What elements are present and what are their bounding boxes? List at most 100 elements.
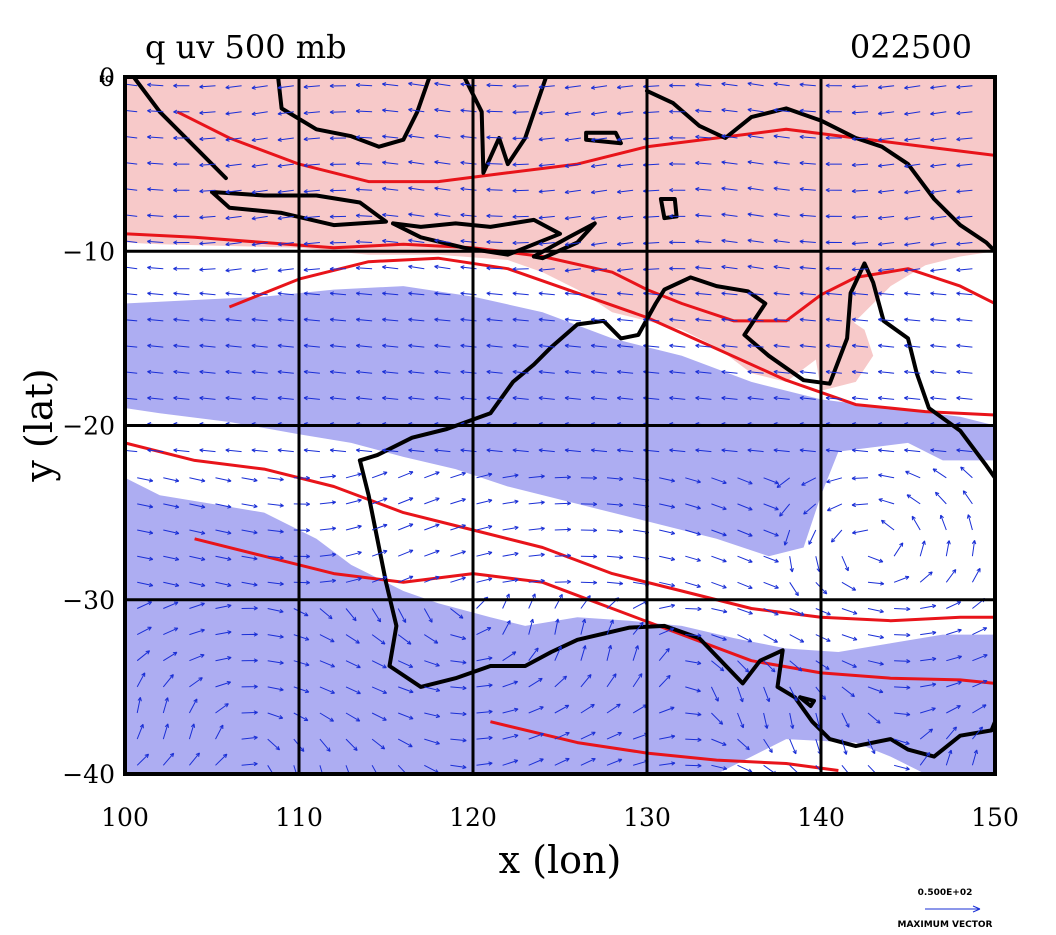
wind-vector xyxy=(251,448,268,453)
wind-vector xyxy=(199,84,216,89)
wind-vector xyxy=(476,472,493,479)
wind-vector xyxy=(424,686,441,692)
wind-vector xyxy=(173,343,190,349)
wind-vector xyxy=(685,503,701,510)
wind-vector xyxy=(355,343,373,349)
wind-vector xyxy=(147,343,164,349)
wind-vector xyxy=(580,645,587,661)
wind-vector xyxy=(382,369,399,375)
wind-vector xyxy=(789,738,797,755)
wind-vector xyxy=(434,160,451,165)
wind-vector xyxy=(695,343,712,349)
wind-vector xyxy=(199,317,216,322)
wind-vector xyxy=(606,619,614,635)
wind-vector xyxy=(773,448,790,453)
wind-vector xyxy=(773,369,790,375)
wind-vector xyxy=(877,267,895,273)
wind-vector xyxy=(147,213,164,218)
wind-vector xyxy=(215,724,224,740)
wind-vector xyxy=(946,601,962,609)
wind-vector xyxy=(695,265,712,270)
wind-vector xyxy=(590,395,608,401)
x-tick-label: 130 xyxy=(623,803,671,832)
wind-vector xyxy=(450,738,467,743)
x-axis-label: x (lon) xyxy=(499,838,622,882)
wind-vector xyxy=(382,291,399,296)
wind-vector xyxy=(199,369,216,375)
wind-vector xyxy=(398,523,414,531)
wind-vector xyxy=(658,647,670,662)
wind-vector xyxy=(930,215,947,221)
wind-vector xyxy=(721,264,738,270)
wind-vector xyxy=(904,317,921,322)
wind-vector xyxy=(382,265,399,270)
wind-vector xyxy=(695,395,712,401)
wind-vector xyxy=(669,135,686,141)
wind-vector xyxy=(199,110,216,115)
wind-vector xyxy=(303,267,320,272)
wind-vector xyxy=(267,738,281,751)
chart-title: q uv 500 mb xyxy=(145,28,347,66)
wind-vector xyxy=(408,160,425,165)
wind-vector xyxy=(162,723,169,740)
wind-vector xyxy=(277,395,294,401)
wind-vector xyxy=(434,238,451,243)
wind-vector xyxy=(303,343,320,349)
wind-vector xyxy=(590,268,608,273)
wind-vector xyxy=(773,238,790,244)
wind-vector xyxy=(267,581,284,586)
wind-vector xyxy=(972,654,988,662)
wind-vector xyxy=(590,448,608,453)
wind-vector xyxy=(408,186,425,191)
wind-vector xyxy=(408,107,425,113)
wind-vector xyxy=(877,448,895,453)
wind-vector xyxy=(528,578,545,584)
wind-vector xyxy=(277,85,294,90)
wind-vector xyxy=(747,395,764,401)
wind-vector xyxy=(695,369,712,375)
wind-vector xyxy=(851,502,869,508)
wind-vector xyxy=(241,477,258,483)
wind-vector xyxy=(215,630,232,636)
wind-vector xyxy=(382,212,399,218)
wind-vector xyxy=(512,317,529,322)
wind-vector xyxy=(476,498,493,505)
wind-vector xyxy=(538,369,555,375)
wind-vector xyxy=(199,215,216,220)
wind-vector xyxy=(345,634,360,644)
wind-vector xyxy=(137,581,154,587)
wind-vector xyxy=(476,709,493,715)
wind-vector xyxy=(502,525,519,531)
wind-vector xyxy=(293,634,310,641)
wind-vector xyxy=(956,136,973,142)
wind-vector xyxy=(382,186,399,192)
wind-vector xyxy=(408,238,425,243)
wind-vector xyxy=(424,497,440,505)
wind-vector xyxy=(319,712,335,722)
wind-vector xyxy=(669,109,686,114)
wind-vector xyxy=(225,215,242,221)
wind-vector xyxy=(215,703,229,714)
wind-vector xyxy=(241,581,258,587)
wind-vector xyxy=(538,448,555,453)
wind-vector xyxy=(397,660,414,668)
wind-vector xyxy=(825,317,842,322)
wind-vector xyxy=(382,160,399,165)
wind-vector xyxy=(826,503,843,512)
wind-vector xyxy=(137,503,154,509)
wind-vector xyxy=(189,555,206,562)
wind-vector xyxy=(893,575,910,583)
wind-vector xyxy=(319,738,331,752)
wind-vector xyxy=(721,369,738,375)
wind-vector xyxy=(695,448,712,453)
wind-vector xyxy=(476,524,493,531)
wind-vector xyxy=(303,291,320,296)
wind-vector xyxy=(825,161,842,167)
wind-vector xyxy=(616,215,634,221)
wind-vector xyxy=(329,83,347,89)
wind-vector xyxy=(711,764,728,771)
wind-vector xyxy=(590,163,608,169)
wind-vector xyxy=(397,634,412,645)
wind-vector xyxy=(904,163,921,169)
wind-vector xyxy=(163,503,180,509)
